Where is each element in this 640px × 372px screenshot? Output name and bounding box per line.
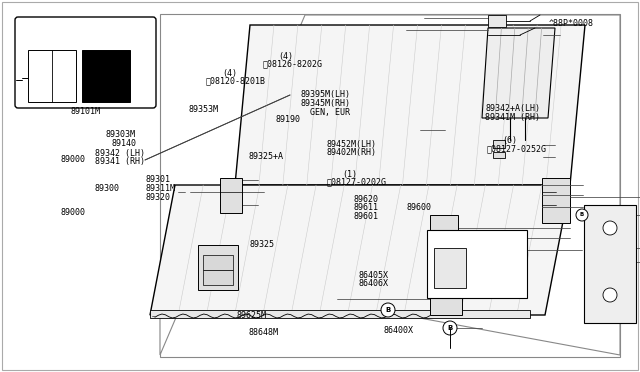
Text: 89320: 89320 [146,193,171,202]
Text: 89342+A(LH): 89342+A(LH) [485,104,540,113]
Text: 89601: 89601 [354,212,379,221]
Text: (4): (4) [278,52,293,61]
Bar [584,205,636,323]
Text: ^88P*0008: ^88P*0008 [549,19,594,28]
Text: 89353M: 89353M [189,105,219,114]
Text: 88648M: 88648M [248,328,278,337]
Bar [150,310,530,318]
Text: B: B [385,307,390,313]
Text: B: B [447,325,452,331]
Text: 89300: 89300 [95,184,120,193]
Bar [28,50,76,102]
Text: B: B [580,212,584,218]
Bar [220,178,242,213]
Bar [488,15,506,27]
Bar [203,255,233,270]
Bar [430,285,462,315]
Circle shape [603,288,617,302]
Text: 89190: 89190 [275,115,300,124]
Text: 89620: 89620 [354,195,379,203]
Polygon shape [160,15,620,355]
Text: 89611: 89611 [354,203,379,212]
Circle shape [489,242,505,258]
Text: 89303M: 89303M [106,130,136,139]
Text: 89452M(LH): 89452M(LH) [326,140,376,149]
Text: 89325: 89325 [250,240,275,249]
Text: 89345M(RH): 89345M(RH) [301,99,351,108]
Bar [430,215,458,260]
Polygon shape [235,25,585,185]
Bar [160,14,620,357]
Text: 89301: 89301 [146,175,171,184]
Text: Ⓑ08126-8202G: Ⓑ08126-8202G [262,60,323,68]
Text: 89000: 89000 [61,208,86,217]
Bar [493,140,505,148]
Text: Ⓑ08127-0252G: Ⓑ08127-0252G [486,144,547,153]
Text: 89402M(RH): 89402M(RH) [326,148,376,157]
Text: 89341M (RH): 89341M (RH) [485,113,540,122]
Polygon shape [150,185,570,315]
Text: 89140: 89140 [112,139,137,148]
Text: B: B [494,247,500,253]
Text: 86400X: 86400X [384,326,414,335]
Text: Ⓑ08127-0202G: Ⓑ08127-0202G [326,177,387,186]
Text: 86406X: 86406X [358,279,388,288]
Text: 86405X: 86405X [358,271,388,280]
Text: Ⓑ08120-8201B: Ⓑ08120-8201B [206,77,266,86]
FancyBboxPatch shape [15,17,156,108]
Bar [542,178,570,223]
Bar [82,50,130,102]
Text: (4): (4) [223,69,237,78]
Text: 89325+A: 89325+A [248,153,284,161]
Text: 89311M: 89311M [146,184,176,193]
Bar [493,152,505,158]
Text: 89625M: 89625M [237,311,267,320]
Text: GEN, EUR: GEN, EUR [310,108,349,117]
Circle shape [443,321,457,335]
Text: 89000: 89000 [61,155,86,164]
Bar [203,270,233,285]
Text: 89600: 89600 [406,203,431,212]
Text: (6): (6) [502,136,517,145]
Text: 89395M(LH): 89395M(LH) [301,90,351,99]
Circle shape [576,209,588,221]
Bar [434,248,466,288]
Text: 89341 (RH): 89341 (RH) [95,157,145,166]
Circle shape [381,303,395,317]
Text: (1): (1) [342,170,357,179]
Circle shape [603,221,617,235]
Polygon shape [482,28,555,118]
Bar [198,245,238,290]
Text: 89101M: 89101M [70,107,100,116]
Bar [427,230,527,298]
Text: 89342 (LH): 89342 (LH) [95,149,145,158]
